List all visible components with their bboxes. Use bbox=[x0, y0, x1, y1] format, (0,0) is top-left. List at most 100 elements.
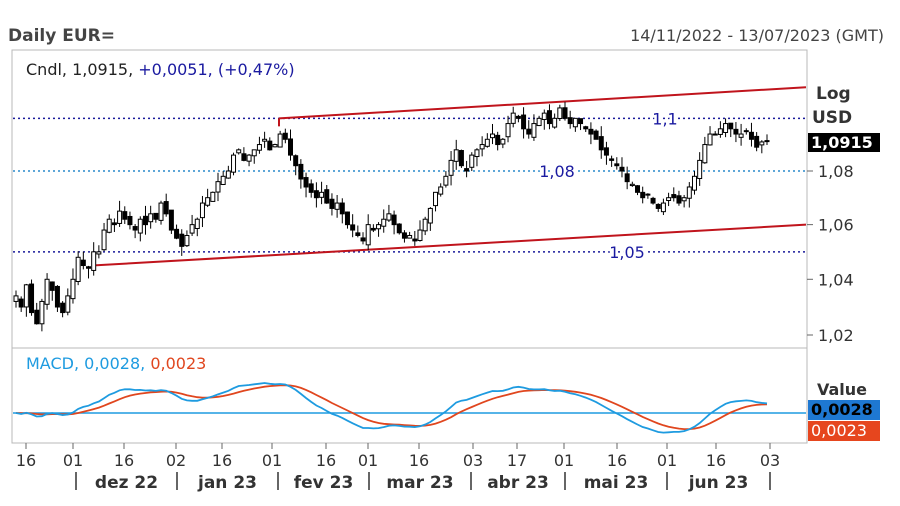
candle-body bbox=[199, 202, 205, 219]
x-tick-label: 16 bbox=[16, 451, 36, 470]
candle-body bbox=[355, 232, 361, 236]
x-tick-label: 16 bbox=[212, 451, 232, 470]
x-tick-label: 01 bbox=[63, 451, 83, 470]
candle-body bbox=[210, 191, 216, 202]
candle-body bbox=[350, 224, 356, 231]
x-tick-label: 16 bbox=[114, 451, 134, 470]
x-tick-label: 16 bbox=[706, 451, 726, 470]
month-label: jun 23 bbox=[688, 473, 749, 493]
candle-body bbox=[401, 232, 407, 239]
macd-line bbox=[15, 382, 768, 434]
candle-body bbox=[308, 183, 314, 193]
candle-body bbox=[111, 222, 117, 226]
level-label: 1,1 bbox=[652, 109, 677, 128]
macd-panel bbox=[11, 347, 808, 444]
candle-body bbox=[376, 224, 382, 230]
channel-upper-line bbox=[278, 86, 807, 120]
candle-body bbox=[660, 202, 666, 213]
candle-body bbox=[184, 234, 190, 247]
candle-body bbox=[168, 209, 174, 231]
candle-body bbox=[132, 226, 138, 231]
candle-body bbox=[122, 211, 128, 220]
candle-body bbox=[510, 112, 516, 124]
candle-body bbox=[562, 107, 568, 119]
candle-body bbox=[572, 117, 578, 128]
candle-body bbox=[495, 134, 501, 146]
legend-change: +0,0051, bbox=[138, 60, 213, 79]
candle-body bbox=[220, 175, 226, 185]
candle-body bbox=[194, 218, 200, 229]
candle-body bbox=[256, 144, 262, 151]
y-tick-label: 1,04 bbox=[818, 270, 854, 289]
macd-legend-name: MACD, bbox=[26, 354, 80, 373]
candle-body bbox=[702, 144, 708, 164]
candle-body bbox=[614, 163, 620, 167]
candle-body bbox=[655, 203, 661, 209]
legend-last: 1,0915, bbox=[72, 60, 134, 79]
candle-body bbox=[241, 153, 247, 161]
candle-body bbox=[433, 191, 439, 207]
candle-body bbox=[148, 213, 154, 223]
candle-body bbox=[717, 128, 723, 135]
candle-body bbox=[505, 123, 511, 138]
y-tick-label: 1,02 bbox=[818, 326, 854, 345]
candle-body bbox=[728, 122, 734, 130]
candle-body bbox=[546, 110, 552, 125]
log-scale-label: Log bbox=[816, 84, 851, 104]
candle-body bbox=[479, 144, 485, 150]
candle-body bbox=[707, 133, 713, 146]
candle-body bbox=[396, 223, 402, 234]
y-tick-label: 1,06 bbox=[818, 216, 854, 235]
candle-body bbox=[386, 213, 392, 221]
channel-lower-line bbox=[91, 223, 807, 267]
x-tick-label: 01 bbox=[358, 451, 378, 470]
candle-body bbox=[75, 256, 81, 282]
macd-legend-signal: 0,0023 bbox=[150, 354, 207, 373]
candle-body bbox=[288, 138, 294, 156]
candle-body bbox=[80, 259, 86, 267]
value-label: Value bbox=[817, 380, 868, 399]
candle-body bbox=[231, 154, 237, 173]
candle-body bbox=[458, 150, 464, 167]
candle-body bbox=[531, 123, 537, 138]
macd-legend: MACD, 0,0028, 0,0023 bbox=[26, 354, 206, 373]
candle-body bbox=[18, 298, 24, 308]
candle-body bbox=[691, 175, 697, 191]
candle-body bbox=[96, 251, 102, 255]
candle-body bbox=[324, 189, 330, 204]
chart-title: Daily EUR= bbox=[8, 26, 115, 46]
month-label: mai 23 bbox=[584, 473, 649, 493]
candle-body bbox=[189, 224, 195, 234]
candle-body bbox=[360, 237, 366, 242]
candle-body bbox=[443, 175, 449, 186]
price-badge: 1,0915 bbox=[808, 133, 880, 152]
candle-body bbox=[391, 214, 397, 226]
candle-body bbox=[344, 211, 350, 226]
candle-body bbox=[407, 234, 413, 239]
candle-body bbox=[676, 195, 682, 204]
candle-body bbox=[298, 163, 304, 180]
x-tick-label: 17 bbox=[507, 451, 527, 470]
candle-body bbox=[29, 283, 35, 314]
candle-body bbox=[635, 185, 641, 193]
candle-body bbox=[54, 285, 60, 308]
level-label: 1,08 bbox=[539, 162, 575, 181]
candle-body bbox=[764, 140, 770, 143]
x-tick-label: 16 bbox=[607, 451, 627, 470]
candle-body bbox=[619, 166, 625, 172]
candle-body bbox=[225, 170, 231, 179]
x-tick-label: 16 bbox=[409, 451, 429, 470]
candle-body bbox=[101, 229, 107, 251]
candle-body bbox=[277, 133, 283, 148]
candle-body bbox=[697, 159, 703, 180]
candle-body bbox=[578, 118, 584, 125]
date-range: 14/11/2022 - 13/07/2023 (GMT) bbox=[630, 26, 884, 45]
candle-body bbox=[417, 229, 423, 241]
candle-body bbox=[137, 218, 143, 234]
macd-legend-value: 0,0028, bbox=[84, 354, 146, 373]
currency-label: USD bbox=[812, 108, 853, 128]
candle-body bbox=[500, 138, 506, 145]
candle-body bbox=[236, 149, 242, 154]
candle-body bbox=[205, 197, 211, 206]
